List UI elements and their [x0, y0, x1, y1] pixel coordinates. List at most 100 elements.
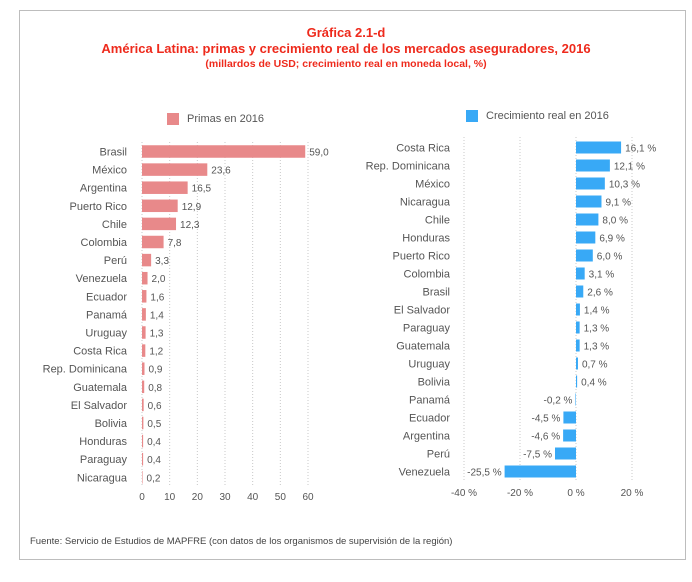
value-label: 12,9	[182, 202, 202, 213]
category-label: Argentina	[80, 183, 128, 195]
category-label: Ecuador	[409, 413, 450, 425]
value-label: 9,1 %	[605, 198, 631, 209]
bar	[576, 213, 599, 226]
value-label: 0,8	[148, 383, 162, 394]
bar	[142, 163, 208, 176]
category-label: Costa Rica	[73, 346, 128, 358]
bar	[576, 267, 585, 280]
x-tick-label: 30	[219, 492, 231, 503]
category-label: Rep. Dominicana	[366, 161, 451, 173]
figure-number: Gráfica 2.1-d	[306, 25, 386, 40]
value-label: -0,2 %	[544, 396, 573, 407]
value-label: 6,0 %	[597, 252, 623, 263]
bar	[142, 290, 147, 303]
category-label: Paraguay	[403, 323, 451, 335]
bar	[576, 357, 578, 370]
bar	[142, 362, 145, 375]
value-label: 12,3	[180, 220, 200, 231]
x-tick-label: 50	[275, 492, 287, 503]
bar	[504, 465, 576, 478]
category-label: Nicaragua	[77, 472, 128, 484]
value-label: 0,6	[148, 401, 162, 412]
value-label: 0,4	[147, 455, 161, 466]
chart-title: América Latina: primas y crecimiento rea…	[101, 41, 591, 56]
value-label: 16,1 %	[625, 144, 656, 155]
bar	[142, 416, 144, 430]
bar	[576, 159, 610, 172]
primas-chart: 0 10 20 30 40 50 60 Brasil 59,0 México 23,6 Argenti…	[43, 142, 329, 503]
value-label: 2,0	[152, 274, 166, 285]
category-label: Uruguay	[85, 328, 127, 340]
value-label: 1,3 %	[584, 324, 610, 335]
value-label: 12,1 %	[614, 162, 645, 173]
value-label: 1,3	[150, 329, 164, 340]
category-label: Argentina	[403, 431, 451, 443]
category-label: Brasil	[422, 287, 450, 299]
value-label: 0,4	[147, 437, 161, 448]
legend-crecimiento: Crecimiento real en 2016	[466, 110, 609, 122]
x-tick-label: 0	[139, 492, 145, 503]
bar	[555, 447, 576, 460]
value-label: 0,4 %	[581, 378, 607, 389]
category-label: Venezuela	[76, 273, 128, 285]
category-label: Honduras	[402, 233, 450, 245]
category-label: Honduras	[79, 436, 127, 448]
category-label: El Salvador	[71, 400, 128, 412]
legend-label-crecimiento: Crecimiento real en 2016	[486, 110, 609, 122]
bar	[576, 231, 596, 244]
category-label: Bolivia	[95, 418, 128, 430]
bar	[142, 380, 145, 394]
bar	[576, 321, 580, 334]
bar	[576, 249, 593, 262]
bar	[575, 393, 576, 406]
bar	[142, 199, 178, 213]
category-label: Colombia	[81, 237, 128, 249]
category-label: Panamá	[409, 395, 451, 407]
x-tick-label: 10	[164, 492, 176, 503]
bar	[142, 217, 177, 231]
bar	[142, 471, 143, 484]
category-label: Panamá	[86, 309, 128, 321]
legend-swatch-crecimiento	[466, 110, 478, 122]
bar	[142, 434, 144, 448]
category-label: Ecuador	[86, 291, 127, 303]
category-label: Guatemala	[396, 341, 451, 353]
category-label: Nicaragua	[400, 197, 451, 209]
value-label: -4,5 %	[531, 414, 560, 425]
bar	[142, 145, 306, 158]
category-label: Bolivia	[418, 377, 451, 389]
x-tick-label: 20 %	[621, 488, 644, 499]
bar	[576, 177, 605, 190]
value-label: 2,6 %	[587, 288, 613, 299]
category-label: Colombia	[404, 269, 451, 281]
value-label: 1,2	[149, 347, 163, 358]
value-label: -4,6 %	[531, 432, 560, 443]
value-label: 10,3 %	[609, 180, 640, 191]
bar	[576, 339, 580, 352]
x-tick-label: 40	[247, 492, 259, 503]
bar	[142, 398, 144, 412]
category-label: Chile	[425, 215, 450, 227]
chart-frame	[19, 10, 686, 560]
bar	[576, 195, 602, 208]
value-label: 16,5	[192, 184, 212, 195]
value-label: 0,5	[147, 419, 161, 430]
x-tick-label: -40 %	[451, 488, 477, 499]
value-label: 7,8	[168, 238, 182, 249]
value-label: 59,0	[309, 148, 329, 159]
chart-subtitle: (millardos de USD; crecimiento real en m…	[205, 58, 487, 70]
value-label: 3,3	[155, 256, 169, 267]
category-label: El Salvador	[394, 305, 451, 317]
category-label: México	[415, 179, 450, 191]
category-label: Perú	[104, 255, 127, 267]
bar	[142, 308, 146, 321]
category-label: Chile	[102, 219, 127, 231]
bar	[142, 344, 146, 357]
value-label: 3,1 %	[589, 270, 615, 281]
category-label: Puerto Rico	[393, 251, 450, 263]
value-label: 0,2	[147, 473, 161, 484]
bar	[576, 285, 584, 298]
bar	[576, 141, 622, 154]
bar	[142, 253, 152, 267]
category-label: Puerto Rico	[70, 201, 127, 213]
